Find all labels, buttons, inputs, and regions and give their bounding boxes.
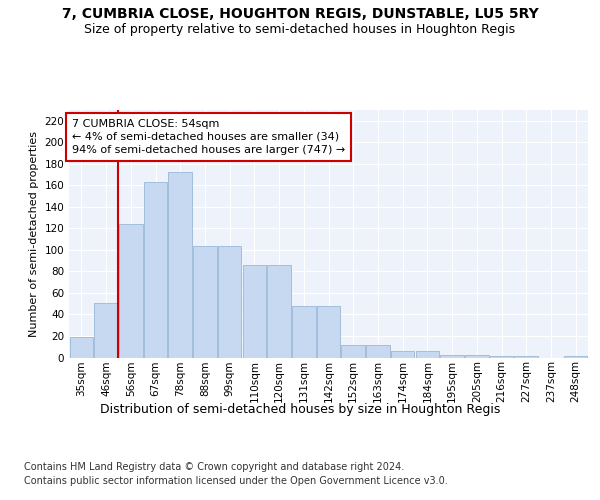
- Bar: [94, 302, 118, 358]
- Text: Size of property relative to semi-detached houses in Houghton Regis: Size of property relative to semi-detach…: [85, 22, 515, 36]
- Bar: [564, 356, 587, 358]
- Bar: [242, 265, 266, 358]
- Bar: [366, 344, 389, 358]
- Bar: [490, 356, 513, 358]
- Bar: [391, 351, 415, 358]
- Bar: [70, 337, 93, 357]
- Bar: [193, 246, 217, 358]
- Bar: [465, 356, 488, 358]
- Bar: [169, 172, 192, 358]
- Text: Distribution of semi-detached houses by size in Houghton Regis: Distribution of semi-detached houses by …: [100, 402, 500, 415]
- Bar: [119, 224, 143, 358]
- Text: 7, CUMBRIA CLOSE, HOUGHTON REGIS, DUNSTABLE, LU5 5RY: 7, CUMBRIA CLOSE, HOUGHTON REGIS, DUNSTA…: [62, 8, 538, 22]
- Text: Contains public sector information licensed under the Open Government Licence v3: Contains public sector information licen…: [24, 476, 448, 486]
- Text: Contains HM Land Registry data © Crown copyright and database right 2024.: Contains HM Land Registry data © Crown c…: [24, 462, 404, 472]
- Bar: [292, 306, 316, 358]
- Bar: [317, 306, 340, 358]
- Bar: [514, 356, 538, 358]
- Bar: [416, 351, 439, 358]
- Bar: [218, 246, 241, 358]
- Bar: [341, 344, 365, 358]
- Text: 7 CUMBRIA CLOSE: 54sqm
← 4% of semi-detached houses are smaller (34)
94% of semi: 7 CUMBRIA CLOSE: 54sqm ← 4% of semi-deta…: [72, 118, 345, 155]
- Bar: [440, 356, 464, 358]
- Bar: [144, 182, 167, 358]
- Y-axis label: Number of semi-detached properties: Number of semi-detached properties: [29, 130, 39, 337]
- Bar: [268, 265, 291, 358]
